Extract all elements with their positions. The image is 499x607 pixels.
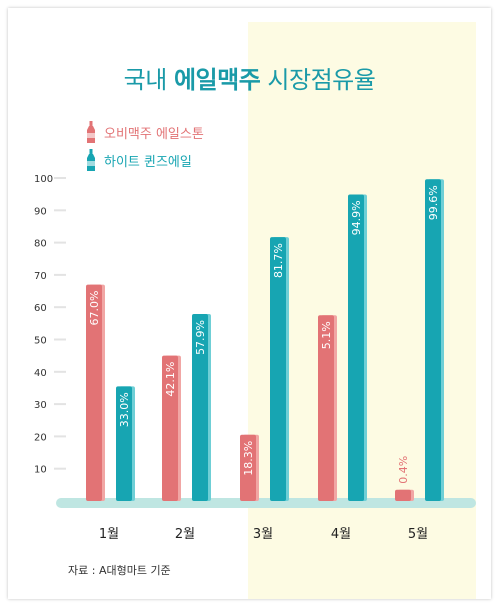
- category-label: 3월: [253, 527, 273, 542]
- y-tick-mark: [54, 177, 66, 179]
- y-tick-label: 20: [34, 432, 47, 443]
- y-tick-label: 50: [34, 336, 47, 347]
- bar-series1: [86, 284, 102, 501]
- category-label: 2월: [175, 527, 195, 542]
- bar-series1: [240, 434, 256, 501]
- value-label-series1: 42.1%: [164, 362, 177, 397]
- bar-series2: [116, 386, 132, 501]
- value-label-series1: 5.1%: [320, 321, 333, 349]
- y-tick-mark: [54, 273, 66, 276]
- y-tick-label: 60: [34, 303, 47, 314]
- legend: 오비맥주 에일스톤 하이트 퀸즈에일: [86, 118, 204, 174]
- y-tick-mark: [54, 338, 66, 341]
- value-label-series2: 81.7%: [272, 243, 285, 278]
- value-label-series1: 0.4%: [397, 456, 410, 484]
- y-tick-mark: [54, 435, 66, 438]
- value-label-series2: 94.9%: [350, 200, 363, 235]
- y-tick-label: 10: [34, 465, 47, 476]
- y-tick-label: 80: [34, 239, 47, 250]
- legend-item-series1: 오비맥주 에일스톤: [86, 118, 204, 146]
- baseline: [56, 498, 476, 508]
- bar-series2: [270, 237, 286, 501]
- legend-label-series1: 오비맥주 에일스톤: [104, 126, 204, 142]
- y-tick-label: 40: [34, 368, 47, 379]
- bottle-icon-teal: [87, 149, 95, 171]
- y-tick-mark: [54, 370, 66, 373]
- y-tick-label: 70: [34, 271, 47, 282]
- category-label: 4월: [331, 527, 351, 542]
- y-tick-label: 90: [34, 206, 47, 217]
- chart-frame: 국내 에일맥주 시장점유율 오비맥주 에일스톤 하이트 퀸즈에일 10 20 30 4…: [8, 8, 491, 599]
- bar-series1: [318, 315, 334, 501]
- bar-chart: 10 20 30 40 50 60 70 80 90 100 67.0% 33.0% 1월 42.1% 57…: [34, 174, 476, 542]
- y-tick-mark: [54, 403, 66, 406]
- bar-series2: [425, 179, 441, 502]
- chart-title: 국내 에일맥주 시장점유율: [8, 60, 491, 95]
- bar-series2: [348, 194, 364, 501]
- value-label-series2: 57.9%: [194, 320, 207, 355]
- category-label: 1월: [99, 527, 119, 542]
- bottle-icon-red: [87, 121, 95, 143]
- value-label-series2: 99.6%: [427, 185, 440, 220]
- title-prefix: 국내: [123, 66, 174, 94]
- category-label: 5월: [408, 527, 428, 542]
- bar-series1: [162, 355, 178, 501]
- y-tick-mark: [54, 241, 66, 244]
- title-bold: 에일맥주: [173, 66, 261, 94]
- y-tick-mark: [54, 306, 66, 309]
- y-tick-mark: [54, 467, 66, 470]
- y-tick-label: 100: [34, 174, 53, 185]
- value-label-series2: 33.0%: [118, 392, 131, 427]
- legend-label-series2: 하이트 퀸즈에일: [104, 154, 192, 170]
- y-tick-mark: [54, 209, 66, 212]
- value-label-series1: 67.0%: [88, 291, 101, 326]
- bar-series2: [192, 313, 208, 501]
- source-note: 자료 : A대형마트 기준: [68, 564, 171, 577]
- title-suffix: 시장점유율: [260, 66, 376, 94]
- legend-item-series2: 하이트 퀸즈에일: [86, 146, 204, 174]
- bar-series1: [395, 489, 411, 501]
- y-tick-label: 30: [34, 400, 47, 411]
- value-label-series1: 18.3%: [242, 441, 255, 476]
